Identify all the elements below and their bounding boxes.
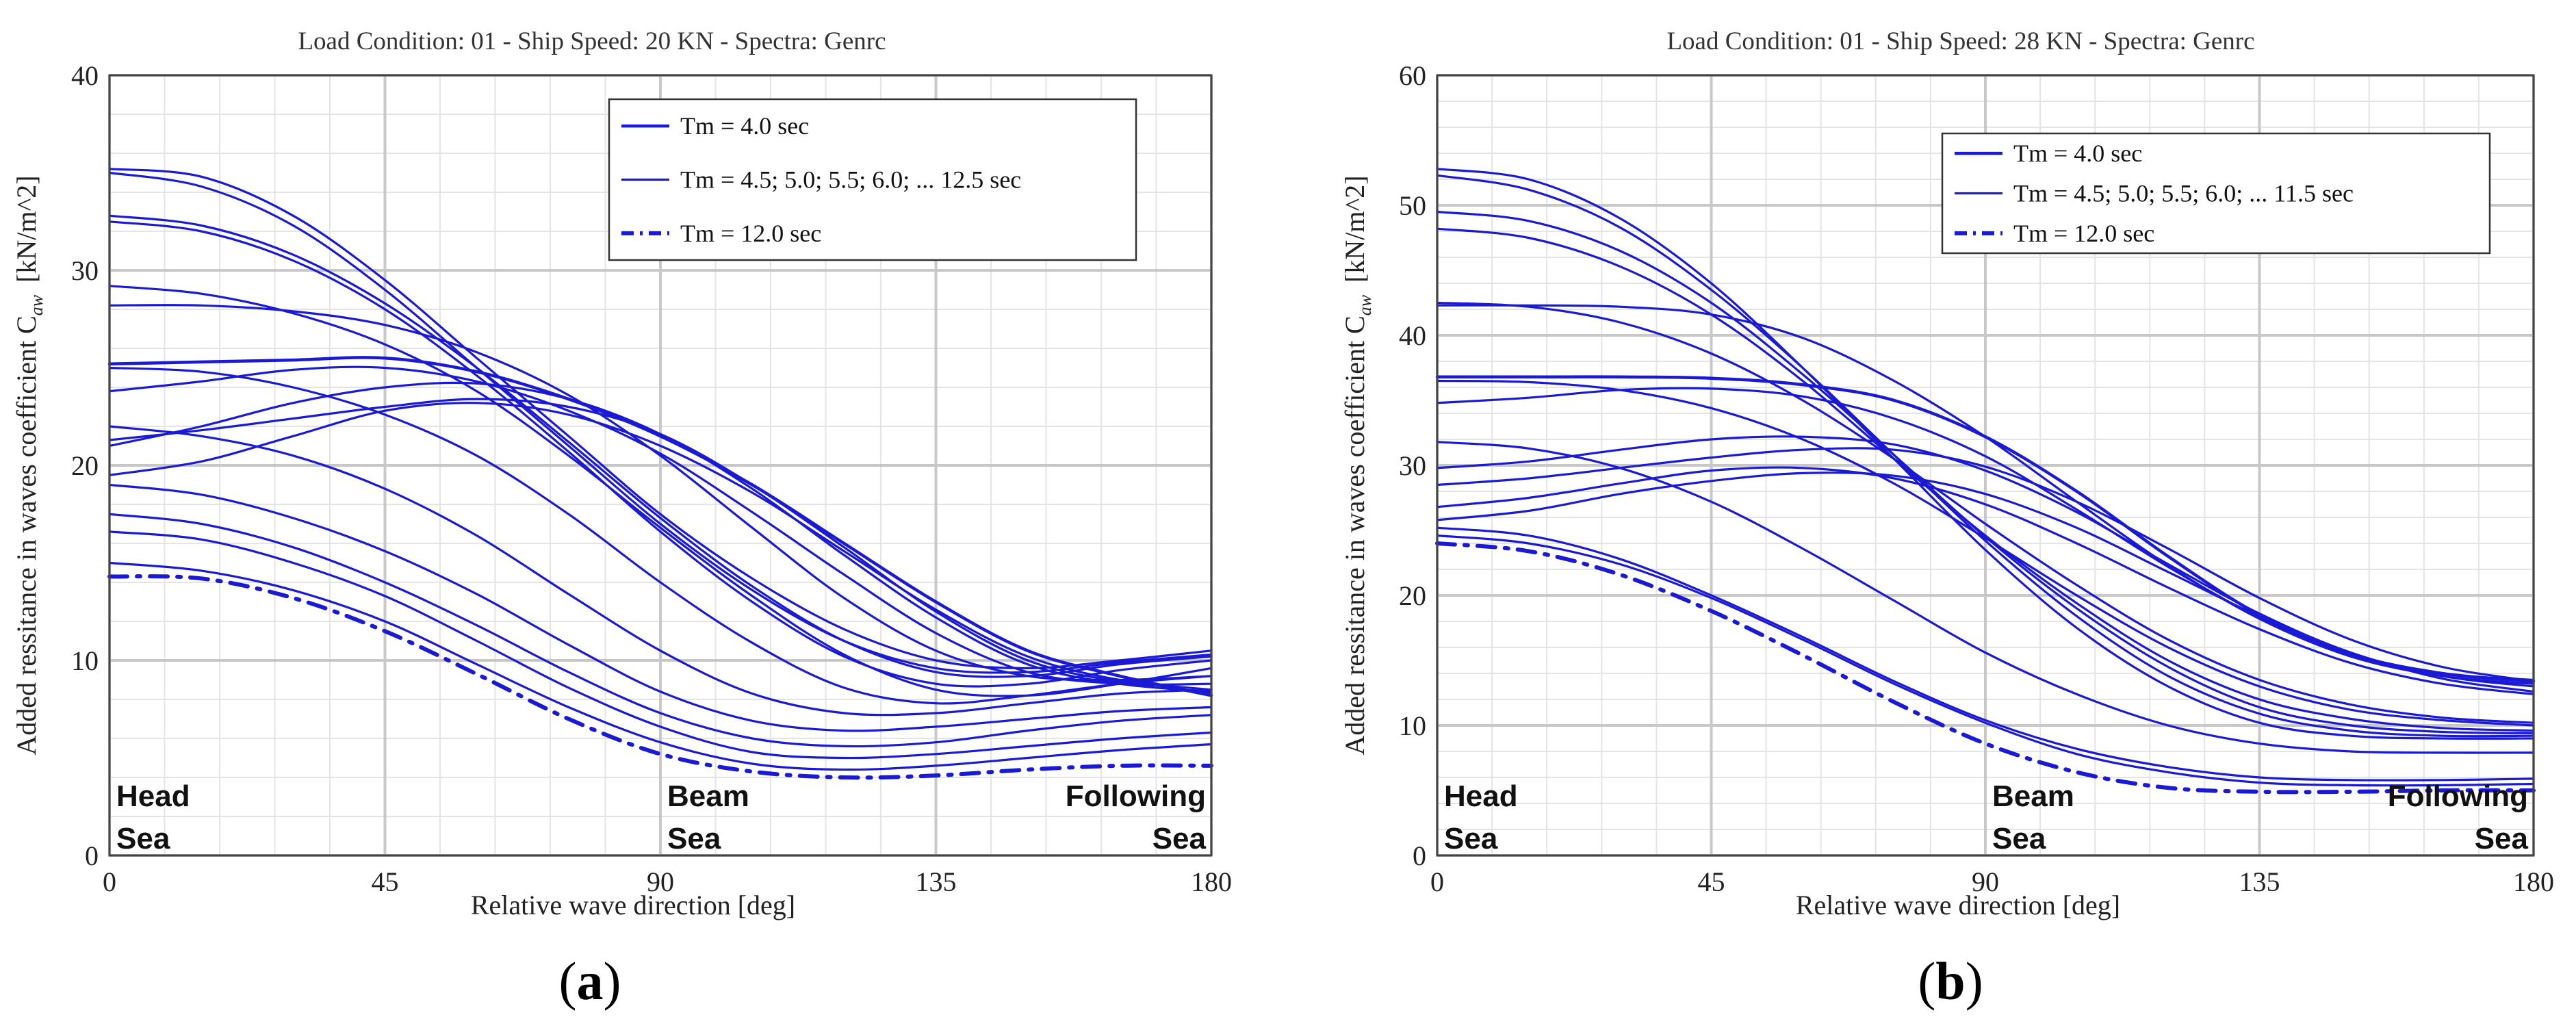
- y-tick-label: 60: [1399, 60, 1426, 91]
- caption-letter: a: [577, 951, 604, 1011]
- series-line-8-0s: [108, 365, 1213, 686]
- series-group: [1435, 168, 2536, 795]
- series-line-12-0s: [107, 574, 1213, 780]
- chart-title: Load Condition: 01 - Ship Speed: 28 KN -…: [1666, 27, 2254, 55]
- y-axis-label-main: Added ressitance in waves coefficient C: [1339, 315, 1370, 755]
- x-tick-label: 45: [1698, 866, 1725, 897]
- series-line-8-0s: [1436, 387, 2535, 682]
- following-sea-label: Following: [1066, 779, 1206, 813]
- series-line-12-0s: [1435, 541, 2536, 795]
- legend-label: Tm = 4.0 sec: [2013, 140, 2142, 167]
- series-line-7-5s: [108, 366, 1213, 705]
- series-line-11-5s: [108, 530, 1213, 760]
- series-line-4-0s: [107, 356, 1213, 697]
- series-line-6-0s: [108, 220, 1213, 688]
- head-sea-label: Head: [1444, 779, 1518, 813]
- y-tick-label: 10: [1399, 710, 1426, 741]
- y-tick-label: 40: [1399, 320, 1426, 351]
- x-axis-label: Relative wave direction [deg]: [1796, 890, 2120, 920]
- x-tick-label: 135: [2239, 866, 2280, 897]
- series-line-10-5s: [108, 483, 1213, 732]
- series-line-7-0s: [108, 304, 1213, 682]
- y-axis-label: Added ressitance in waves coefficient Ca…: [11, 175, 47, 755]
- chart-panel-a: 0 45 90 135 180 0 10 20 30 40 Load Condition: 01 -…: [11, 27, 1232, 1011]
- plot-frame: [108, 74, 1213, 857]
- beam-sea-label-line2: Sea: [667, 822, 721, 855]
- x-tick-label: 90: [647, 866, 674, 897]
- chart-panel-b: 0 45 90 135 180 0 10 20 30 40 50 60 Load Condition: …: [1339, 27, 2554, 1011]
- series-line-4-5s: [108, 168, 1213, 669]
- following-sea-label: Following: [2388, 779, 2528, 813]
- caption-close-paren: ): [604, 951, 621, 1011]
- legend: Tm = 4.0 sec Tm = 4.5; 5.0; 5.5; 6.0; ...…: [1941, 132, 2491, 255]
- series-line-4-5s: [1436, 168, 2535, 740]
- series-group: [107, 168, 1213, 780]
- y-axis-label-subscript: aw: [27, 294, 47, 315]
- head-sea-label: Head: [116, 779, 190, 813]
- y-tick-label: 30: [71, 255, 99, 286]
- y-tick-label: 40: [71, 60, 99, 91]
- y-axis-label: Added ressitance in waves coefficient Ca…: [1339, 175, 1375, 755]
- beam-sea-label-line2: Sea: [1992, 822, 2046, 855]
- x-tick-label: 135: [916, 866, 957, 897]
- series-line-12-5s: [108, 561, 1213, 771]
- y-tick-label: 10: [71, 645, 99, 676]
- x-tick-label: 0: [103, 866, 116, 897]
- panel-caption: (a): [559, 951, 621, 1011]
- y-axis-label-unit: [kN/m^2]: [11, 175, 42, 283]
- y-tick-label: 0: [1413, 840, 1426, 871]
- caption-open-paren: (: [1918, 951, 1935, 1011]
- x-axis-label: Relative wave direction [deg]: [471, 890, 795, 920]
- caption-open-paren: (: [559, 951, 577, 1011]
- y-tick-label: 20: [1399, 580, 1426, 611]
- y-axis-label-unit: [kN/m^2]: [1339, 175, 1370, 283]
- beam-sea-label: Beam: [1992, 779, 2074, 813]
- plot-frame: [1436, 74, 2535, 857]
- x-tick-label: 45: [372, 866, 399, 897]
- chart-title: Load Condition: 01 - Ship Speed: 20 KN -…: [298, 27, 886, 55]
- legend-box: [1941, 132, 2491, 255]
- y-tick-label: 0: [85, 840, 99, 871]
- beam-sea-label: Beam: [667, 779, 749, 813]
- series-line-9-5s: [1436, 447, 2535, 682]
- series-line-8-5s: [108, 425, 1213, 717]
- caption-letter: b: [1935, 951, 1965, 1011]
- legend-label: Tm = 12.0 sec: [680, 220, 821, 247]
- y-axis-label-subscript: aw: [1355, 294, 1375, 315]
- series-line-6-0s: [1436, 227, 2535, 732]
- following-sea-label-line2: Sea: [2475, 822, 2529, 855]
- caption-close-paren: ): [1966, 951, 1983, 1011]
- legend-label: Tm = 4.5; 5.0; 5.5; 6.0; ... 12.5 sec: [680, 166, 1021, 194]
- series-line-11-0s: [108, 513, 1213, 748]
- legend-box: [608, 98, 1137, 261]
- series-line-11-0s: [1436, 526, 2535, 782]
- series-line-10-5s: [1436, 472, 2535, 693]
- legend-label: Tm = 4.0 sec: [680, 112, 809, 140]
- legend-label: Tm = 4.5; 5.0; 5.5; 6.0; ... 11.5 sec: [2013, 180, 2354, 207]
- head-sea-label-line2: Sea: [116, 822, 170, 855]
- panel-caption: (b): [1918, 951, 1983, 1011]
- head-sea-label-line2: Sea: [1444, 822, 1498, 855]
- x-tick-label: 180: [2513, 866, 2554, 897]
- x-tick-label: 0: [1430, 866, 1444, 897]
- y-axis-label-main: Added ressitance in waves coefficient C: [11, 315, 42, 755]
- x-tick-label: 180: [1191, 866, 1232, 897]
- series-line-10-0s: [1436, 466, 2535, 695]
- series-line-10-0s: [108, 402, 1213, 691]
- series-line-9-5s: [108, 398, 1213, 695]
- x-tick-label: 90: [1972, 866, 1999, 897]
- y-tick-label: 20: [71, 450, 99, 481]
- legend: Tm = 4.0 sec Tm = 4.5; 5.0; 5.5; 6.0; ...…: [608, 98, 1137, 261]
- series-line-5-0s: [108, 171, 1213, 674]
- series-line-7-0s: [1436, 304, 2535, 685]
- following-sea-label-line2: Sea: [1152, 822, 1207, 855]
- legend-label: Tm = 12.0 sec: [2013, 220, 2154, 247]
- y-tick-label: 30: [1399, 450, 1426, 481]
- y-tick-label: 50: [1399, 190, 1426, 221]
- series-line-6-5s: [1436, 301, 2535, 724]
- series-line-11-5s: [1436, 534, 2535, 787]
